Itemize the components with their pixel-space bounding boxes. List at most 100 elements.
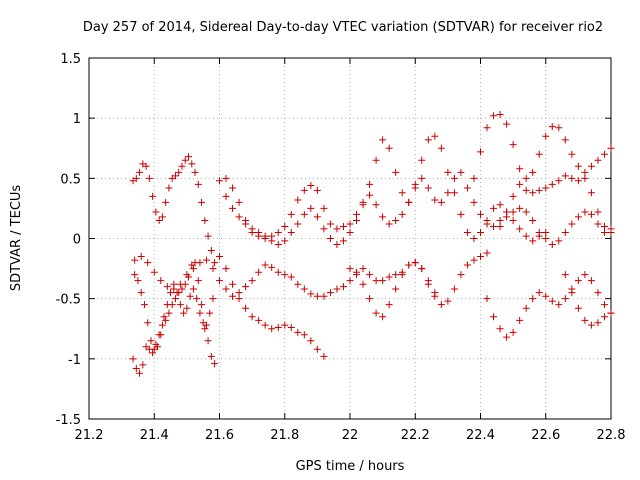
data-point-arc-7 [229,204,237,212]
data-point-arc-5 [242,304,250,312]
x-axis-label: GPS time / hours [296,459,405,474]
data-point-arc-7 [509,216,517,224]
y-tick-label: -1 [68,353,81,368]
data-point-arc-1 [198,301,206,309]
data-point-arc-6 [339,222,347,230]
data-point-arc-3 [163,301,171,309]
data-point-arc-2 [211,259,219,267]
data-point-arc-5 [300,331,308,339]
data-point-arc-9 [516,165,524,173]
data-point-arc-6 [333,225,341,233]
data-point-arc-2 [136,168,144,176]
data-point-arc-8 [372,309,380,317]
data-point-arc-9 [594,208,602,216]
data-point-arc-8 [359,280,367,288]
data-point-arc-10 [483,295,491,303]
data-point-arc-7 [326,235,334,242]
data-point-arc-6 [216,177,223,185]
data-point-arc-3 [144,319,152,327]
data-point-arc-3 [140,301,148,309]
data-point-arc-5 [281,321,289,329]
data-point-arc-6 [535,186,543,194]
data-point-arc-3 [134,277,142,285]
x-tick-label: 21.8 [270,428,299,443]
data-point-arc-8 [444,297,452,305]
data-point-arc-3 [183,304,191,312]
data-point-arc-8 [431,292,439,300]
data-point-arc-6 [366,191,374,199]
data-point-arc-1 [165,309,173,317]
data-point-arc-3 [206,309,214,317]
data-point-arc-6 [444,189,452,197]
data-point-arc-6 [457,168,465,176]
data-point-arc-8 [346,265,354,273]
y-tick-label: 1 [73,112,81,127]
data-point-arc-8 [366,295,374,303]
data-point-arc-4 [163,283,171,291]
chart-title: Day 257 of 2014, Sidereal Day-to-day VTE… [83,20,603,35]
data-point-arc-4 [300,285,308,293]
data-point-arc-4 [326,289,334,297]
data-point-arc-7 [313,213,321,221]
data-point-arc-6 [522,186,530,194]
data-point-arc-2 [155,216,163,224]
data-point-arc-4 [366,271,374,279]
data-point-arc-4 [242,283,250,291]
data-point-arc-11 [561,228,569,236]
x-tick-label: 22.4 [466,428,495,443]
data-point-arc-1 [211,360,219,368]
data-point-arc-8 [470,256,478,264]
data-point-arc-8 [418,265,426,273]
data-point-arc-5 [235,295,243,303]
data-point-arc-5 [320,352,328,360]
data-point-arc-7 [463,228,471,236]
data-point-arc-6 [287,210,295,218]
data-point-arc-6 [574,177,582,185]
data-point-arc-10 [594,289,602,297]
data-point-arc-7 [483,216,491,224]
data-point-arc-11 [509,208,517,216]
data-point-arc-4 [170,285,178,293]
data-point-arc-4 [176,280,184,288]
data-point-arc-6 [490,222,498,230]
data-point-arc-5 [274,324,282,332]
data-point-arc-10 [490,313,498,321]
data-point-arc-7 [398,189,406,197]
data-point-arc-2 [158,213,166,221]
data-point-arc-4 [196,259,204,267]
data-point-arc-4 [189,265,197,273]
data-point-arc-4 [313,292,321,300]
data-point-arc-1 [139,361,147,369]
data-point-arc-7 [529,237,537,245]
data-point-arc-11 [581,208,589,216]
data-point-arc-6 [320,204,328,212]
data-point-arc-7 [294,220,302,228]
data-point-arc-5 [216,253,223,261]
data-point-arc-7 [516,225,524,233]
data-point-arc-7 [477,228,484,236]
data-point-arc-6 [431,196,439,204]
data-point-arc-9 [568,150,576,158]
data-point-arc-7 [248,225,256,233]
data-point-arc-8 [450,285,458,293]
data-point-arc-9 [522,174,530,182]
data-point-arc-1 [132,364,140,372]
data-point-arc-6 [235,198,243,206]
data-point-arc-6 [516,180,524,188]
data-point-arc-10 [587,277,595,285]
data-point-arc-7 [235,213,243,221]
data-point-arc-9 [561,136,569,144]
data-point-arc-6 [222,174,230,182]
data-point-arc-7 [542,228,550,236]
data-point-arc-2 [152,208,160,216]
data-point-arc-7 [496,201,504,209]
data-point-arc-9 [490,112,498,120]
data-point-arc-8 [405,261,413,269]
data-point-arc-4 [379,277,387,285]
data-point-arc-7 [490,204,498,212]
data-point-arc-6 [326,220,334,228]
data-point-arc-2 [198,198,206,206]
data-point-arc-6 [392,216,400,224]
data-point-arc-10 [574,277,582,285]
data-point-arc-4 [320,292,328,300]
